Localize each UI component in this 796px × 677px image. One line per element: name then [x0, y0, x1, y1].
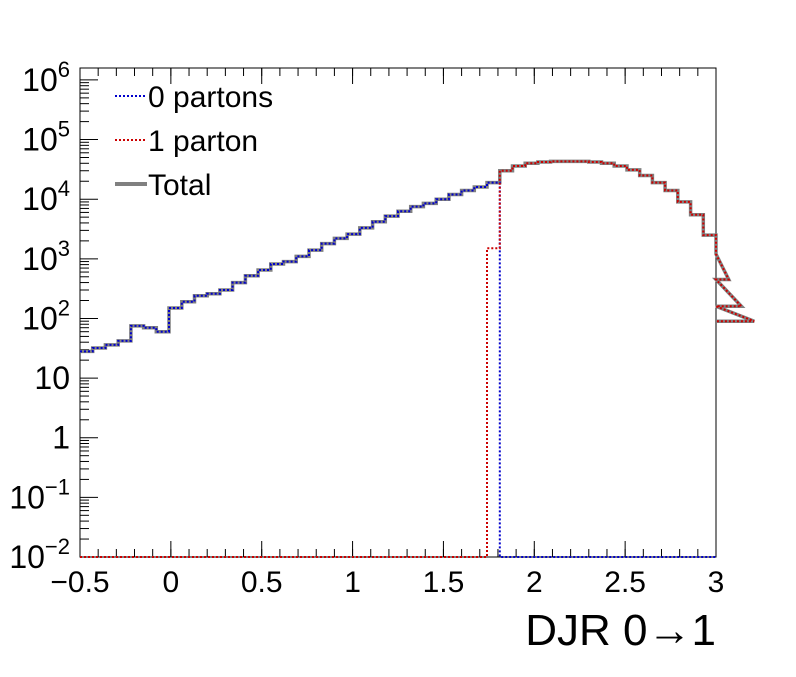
- y-minor-ticks: [80, 82, 89, 540]
- legend: 0 partons 1 parton Total: [115, 81, 273, 202]
- x-tick-label: 0.5: [241, 566, 283, 599]
- series-layer: [80, 159, 755, 558]
- y-tick-label: 106: [22, 57, 70, 98]
- x-tick-label: 2.5: [604, 566, 646, 599]
- y-tick-label: 103: [22, 236, 70, 277]
- x-tick-label: −0.5: [50, 566, 109, 599]
- series-line-0-partons: [80, 181, 716, 558]
- x-tick-label: 2: [526, 566, 543, 599]
- y-tick-label: 10−2: [9, 534, 70, 575]
- y-tick-label: 102: [22, 295, 70, 336]
- y-ticks: 10−2 10−1 1 10 102 103 104 105 106: [9, 57, 98, 575]
- x-ticks: −0.5 0 0.5 1 1.5 2 2.5 3: [50, 68, 724, 599]
- x-tick-label: 0: [163, 566, 180, 599]
- y-tick-label: 104: [22, 176, 70, 217]
- x-axis-label: DJR 0→1: [525, 606, 716, 655]
- y-tick-label: 105: [22, 117, 70, 158]
- legend-label: 1 parton: [148, 125, 258, 158]
- x-tick-label: 1.5: [423, 566, 465, 599]
- x-tick-label: 3: [708, 566, 725, 599]
- y-tick-label: 1: [52, 420, 70, 456]
- x-tick-label: 1: [344, 566, 361, 599]
- series-line-1-parton: [80, 160, 755, 558]
- legend-label: 0 partons: [148, 81, 273, 114]
- legend-label: Total: [148, 169, 211, 202]
- y-tick-label: 10−1: [9, 474, 70, 515]
- y-tick-label: 10: [34, 360, 70, 396]
